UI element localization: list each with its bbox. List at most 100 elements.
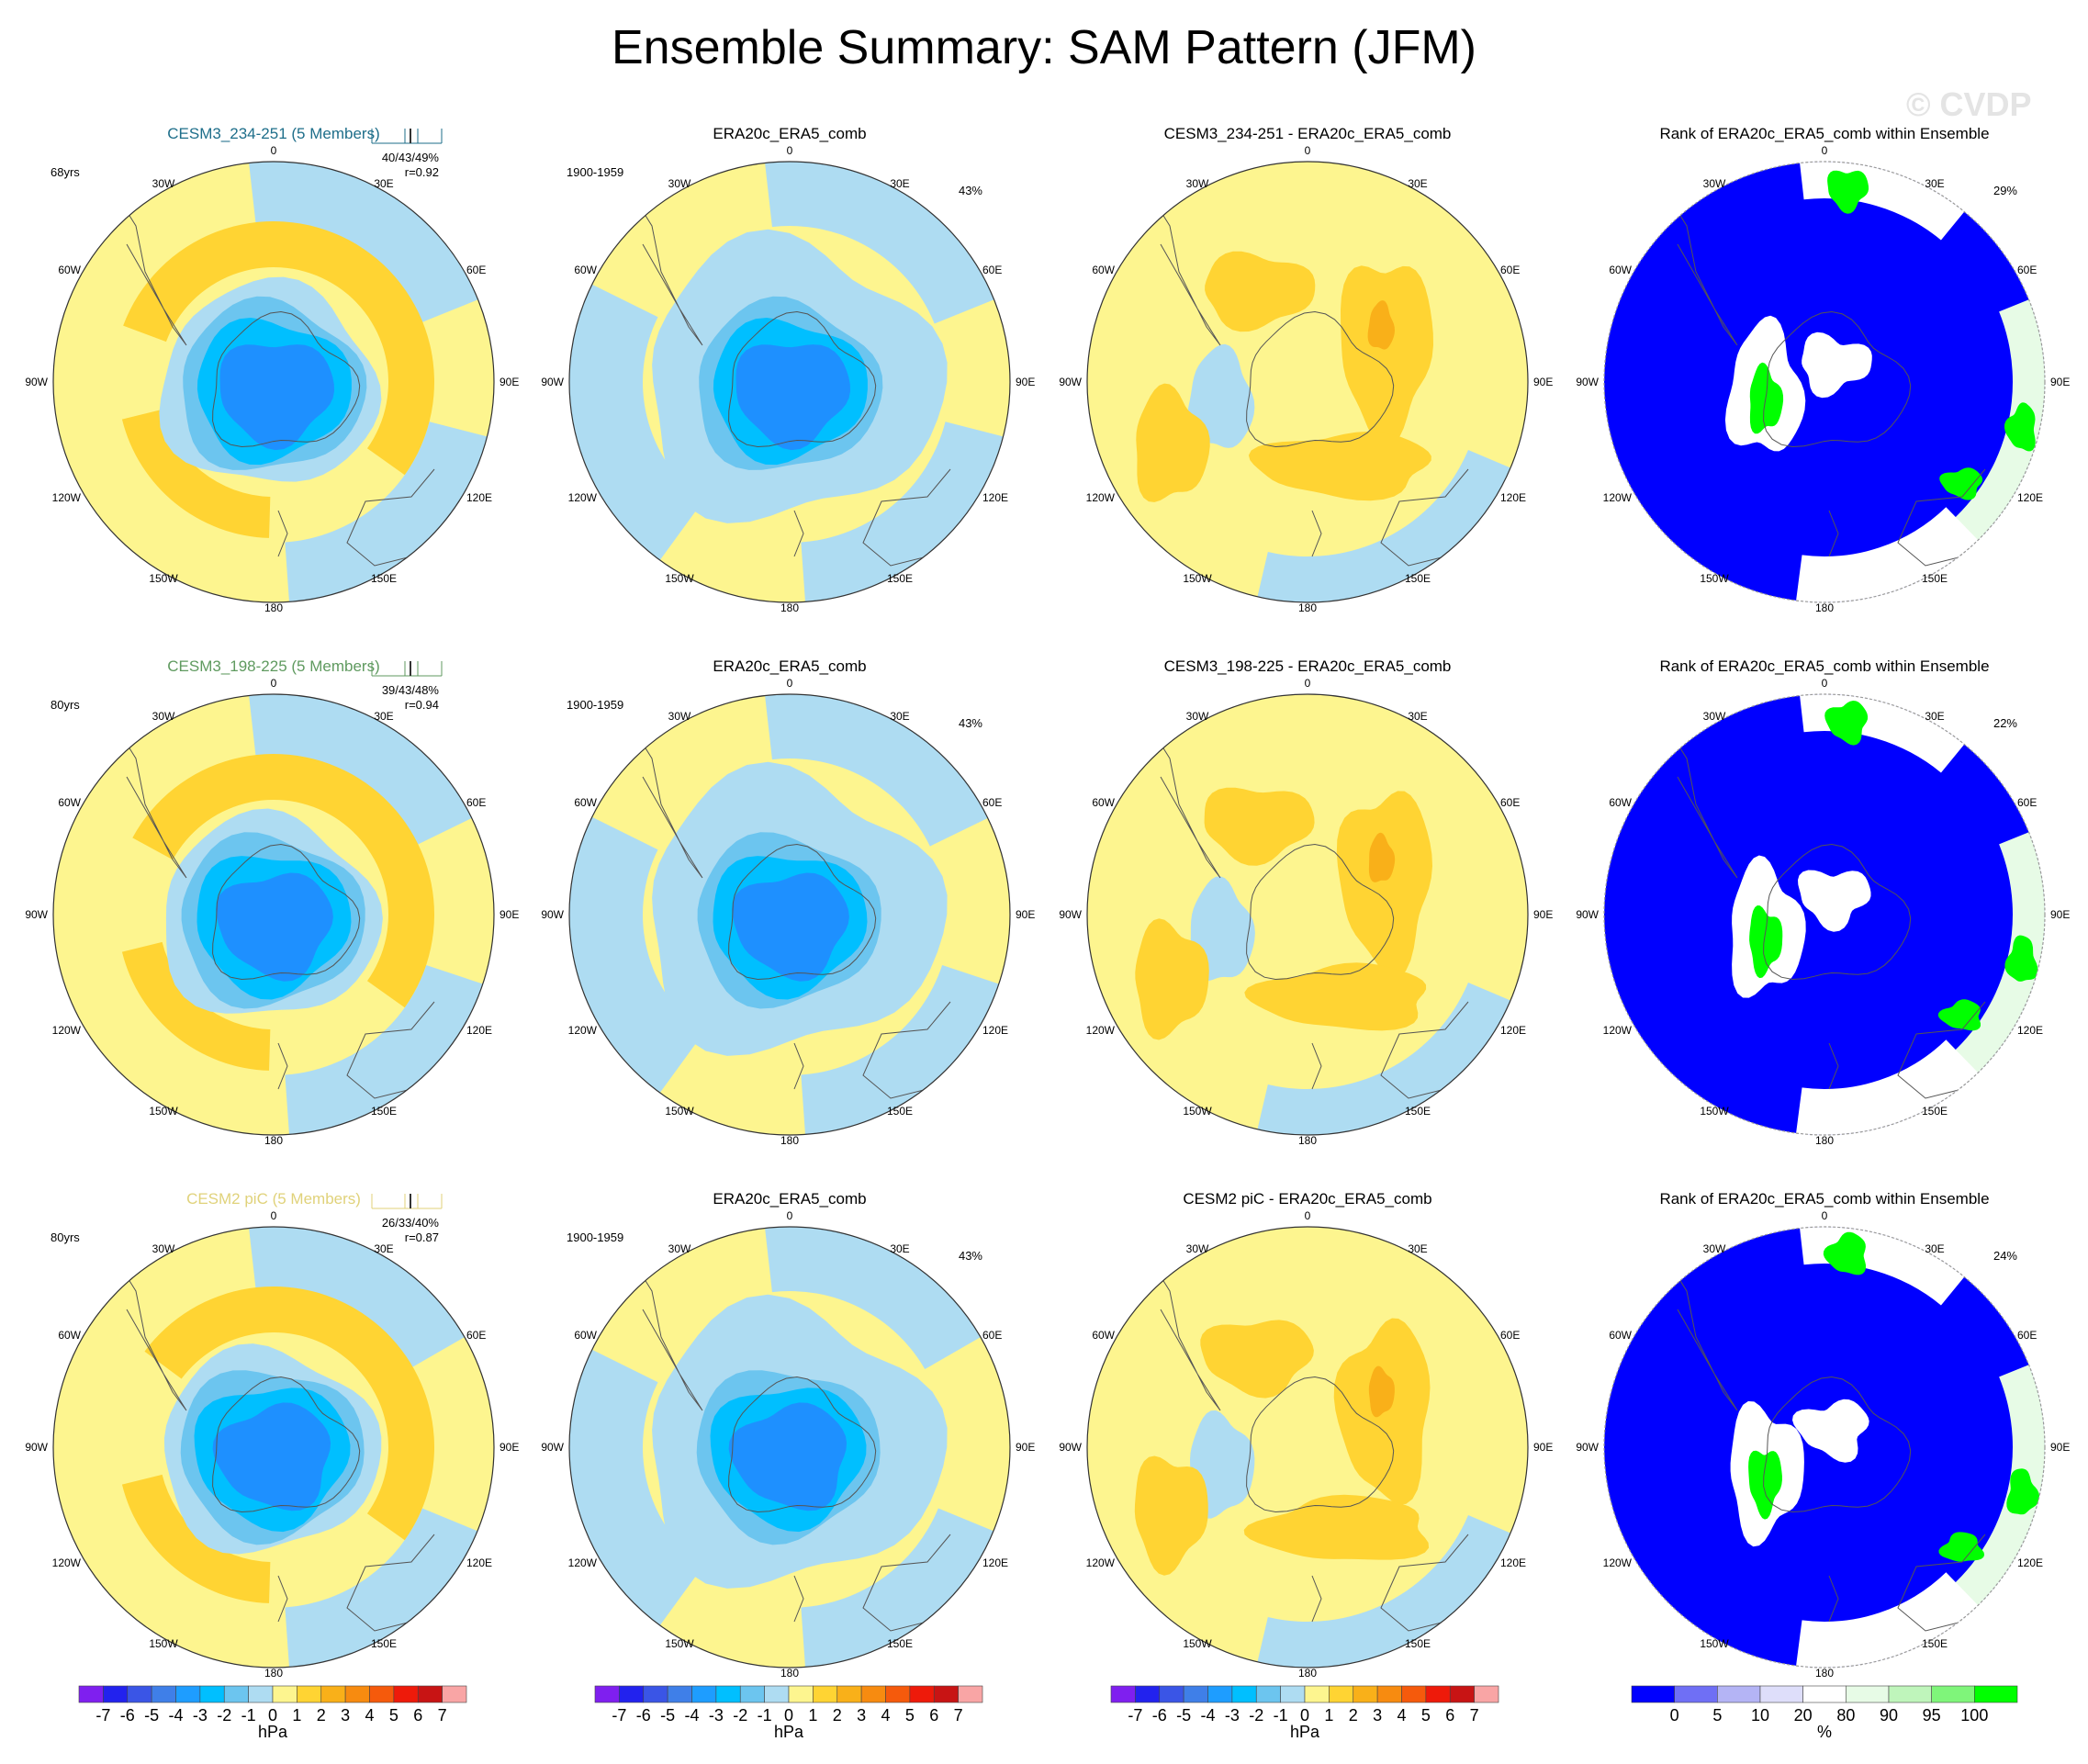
map-border [568, 1226, 1011, 1668]
lon-label-90E: 90E [2050, 376, 2071, 388]
map-background [1087, 694, 1528, 1135]
lon-label-60W: 60W [574, 264, 597, 276]
main-title: Ensemble Summary: SAM Pattern (JFM) [612, 21, 1476, 74]
colorbar-swatch [860, 1685, 886, 1703]
lon-label-150W: 150W [1700, 572, 1729, 585]
rank-top-region [2006, 1468, 2040, 1515]
lon-label-30W: 30W [1702, 710, 1726, 723]
lon-label-150E: 150E [370, 572, 398, 585]
south-america-coastline [1663, 188, 1738, 346]
lon-label-60E: 60E [982, 264, 1003, 276]
lon-label-150E: 150E [886, 1105, 914, 1118]
lon-label-0: 0 [786, 1209, 793, 1222]
colorbar-tick-label: 0 [267, 1706, 277, 1725]
colorbar-tick-label: -6 [1151, 1706, 1167, 1725]
map-border [52, 1226, 495, 1668]
antarctica-coastline [1763, 843, 1912, 981]
colorbar-tick-label: 100 [1960, 1706, 1989, 1725]
lon-label-90E: 90E [1533, 908, 1554, 921]
lon-label-60W: 60W [1609, 264, 1632, 276]
lon-label-180: 180 [780, 601, 800, 614]
lon-label-90E: 90E [500, 376, 520, 388]
lon-label-180: 180 [780, 1134, 800, 1147]
colorbar-swatch [1280, 1685, 1306, 1703]
australia-coastline [1380, 1001, 1469, 1099]
colorbar-tick-label: 5 [904, 1706, 915, 1725]
new-zealand-coastline [1311, 510, 1322, 557]
lon-label-150E: 150E [1921, 572, 1948, 585]
colorbar-swatch [1183, 1685, 1208, 1703]
lon-label-150E: 150E [370, 1637, 398, 1650]
lon-label-90W: 90W [1576, 1441, 1599, 1454]
colorbar-swatch [442, 1685, 467, 1703]
colorbar-tick-label: 1 [1324, 1706, 1334, 1725]
colorbar-swatch [643, 1685, 668, 1703]
lon-label-150W: 150W [1183, 572, 1212, 585]
lon-label-90W: 90W [541, 376, 564, 388]
antarctica-coastline [212, 843, 361, 981]
map-border [52, 693, 495, 1136]
colorbar-swatch [1931, 1685, 1975, 1703]
pattern-correlation: r=0.92 [404, 165, 439, 179]
lon-label-180: 180 [264, 1134, 284, 1147]
colorbar-swatch [344, 1685, 370, 1703]
rank-top-region [2004, 935, 2038, 982]
lon-label-90W: 90W [25, 908, 48, 921]
lon-label-90E: 90E [2050, 908, 2071, 921]
lon-label-30E: 30E [374, 1242, 394, 1255]
lon-label-120E: 120E [982, 1556, 1009, 1569]
positive-anomaly-region [1134, 1455, 1208, 1576]
lon-label-150W: 150W [1183, 1637, 1212, 1650]
lon-label-30W: 30W [1185, 710, 1209, 723]
lon-label-120W: 120W [1085, 491, 1115, 504]
new-zealand-coastline [277, 1575, 288, 1623]
lon-label-30W: 30W [152, 710, 175, 723]
negative-anomaly-region [249, 162, 478, 324]
panel-title-r3-c3: CESM2 piC - ERA20c_ERA5_comb [1183, 1190, 1432, 1208]
positive-anomaly-core [1368, 832, 1396, 882]
antarctica-coastline [1246, 310, 1395, 448]
lon-label-30E: 30E [890, 177, 910, 190]
lon-label-60E: 60E [982, 1329, 1003, 1342]
positive-anomaly-region [121, 1474, 271, 1603]
lon-label-120W: 120W [1085, 1556, 1115, 1569]
lon-label-120E: 120E [466, 1556, 493, 1569]
lon-label-0: 0 [270, 144, 277, 157]
colorbar-tick-label: -2 [1249, 1706, 1264, 1725]
lon-label-180: 180 [1814, 1667, 1835, 1680]
lon-label-180: 180 [1297, 601, 1318, 614]
map-border [568, 161, 1011, 603]
lon-label-120W: 120W [51, 1024, 81, 1037]
pct-variance-range: 40/43/49% [381, 151, 439, 164]
observation-period: 1900-1959 [567, 165, 624, 179]
lon-label-120W: 120W [567, 1556, 597, 1569]
rank-mid-region [1792, 1399, 1869, 1463]
lon-label-60W: 60W [1609, 1329, 1632, 1342]
colorbar-swatch [715, 1685, 741, 1703]
positive-anomaly-region [1200, 1320, 1314, 1399]
colorbar-rank [1631, 1685, 2018, 1703]
lon-label-60E: 60E [466, 1329, 487, 1342]
positive-anomaly-region [1136, 383, 1210, 502]
australia-coastline [1380, 1534, 1469, 1632]
colorbar-swatch [1717, 1685, 1761, 1703]
negative-anomaly-region [1187, 343, 1255, 448]
colorbar-tick-label: -5 [144, 1706, 160, 1725]
colorbar-swatch [691, 1685, 717, 1703]
australia-coastline [346, 1534, 435, 1632]
lon-label-150W: 150W [149, 572, 178, 585]
lon-label-180: 180 [1297, 1667, 1318, 1680]
lon-label-120E: 120E [982, 491, 1009, 504]
colorbar-tick-label: 2 [316, 1706, 326, 1725]
australia-coastline [862, 1001, 951, 1099]
colorbar-tick-label: 1 [808, 1706, 818, 1725]
negative-anomaly-region [249, 1227, 465, 1370]
colorbar-unit: hPa [1289, 1723, 1320, 1741]
pattern-correlation: r=0.94 [404, 698, 439, 712]
negative-anomaly-region [735, 344, 850, 451]
lon-label-90W: 90W [25, 1441, 48, 1454]
pct-variance-range: 26/33/40% [381, 1216, 439, 1230]
colorbar-swatch [813, 1685, 838, 1703]
rank-top-region [1824, 701, 1869, 746]
pattern-correlation: r=0.87 [404, 1230, 439, 1244]
